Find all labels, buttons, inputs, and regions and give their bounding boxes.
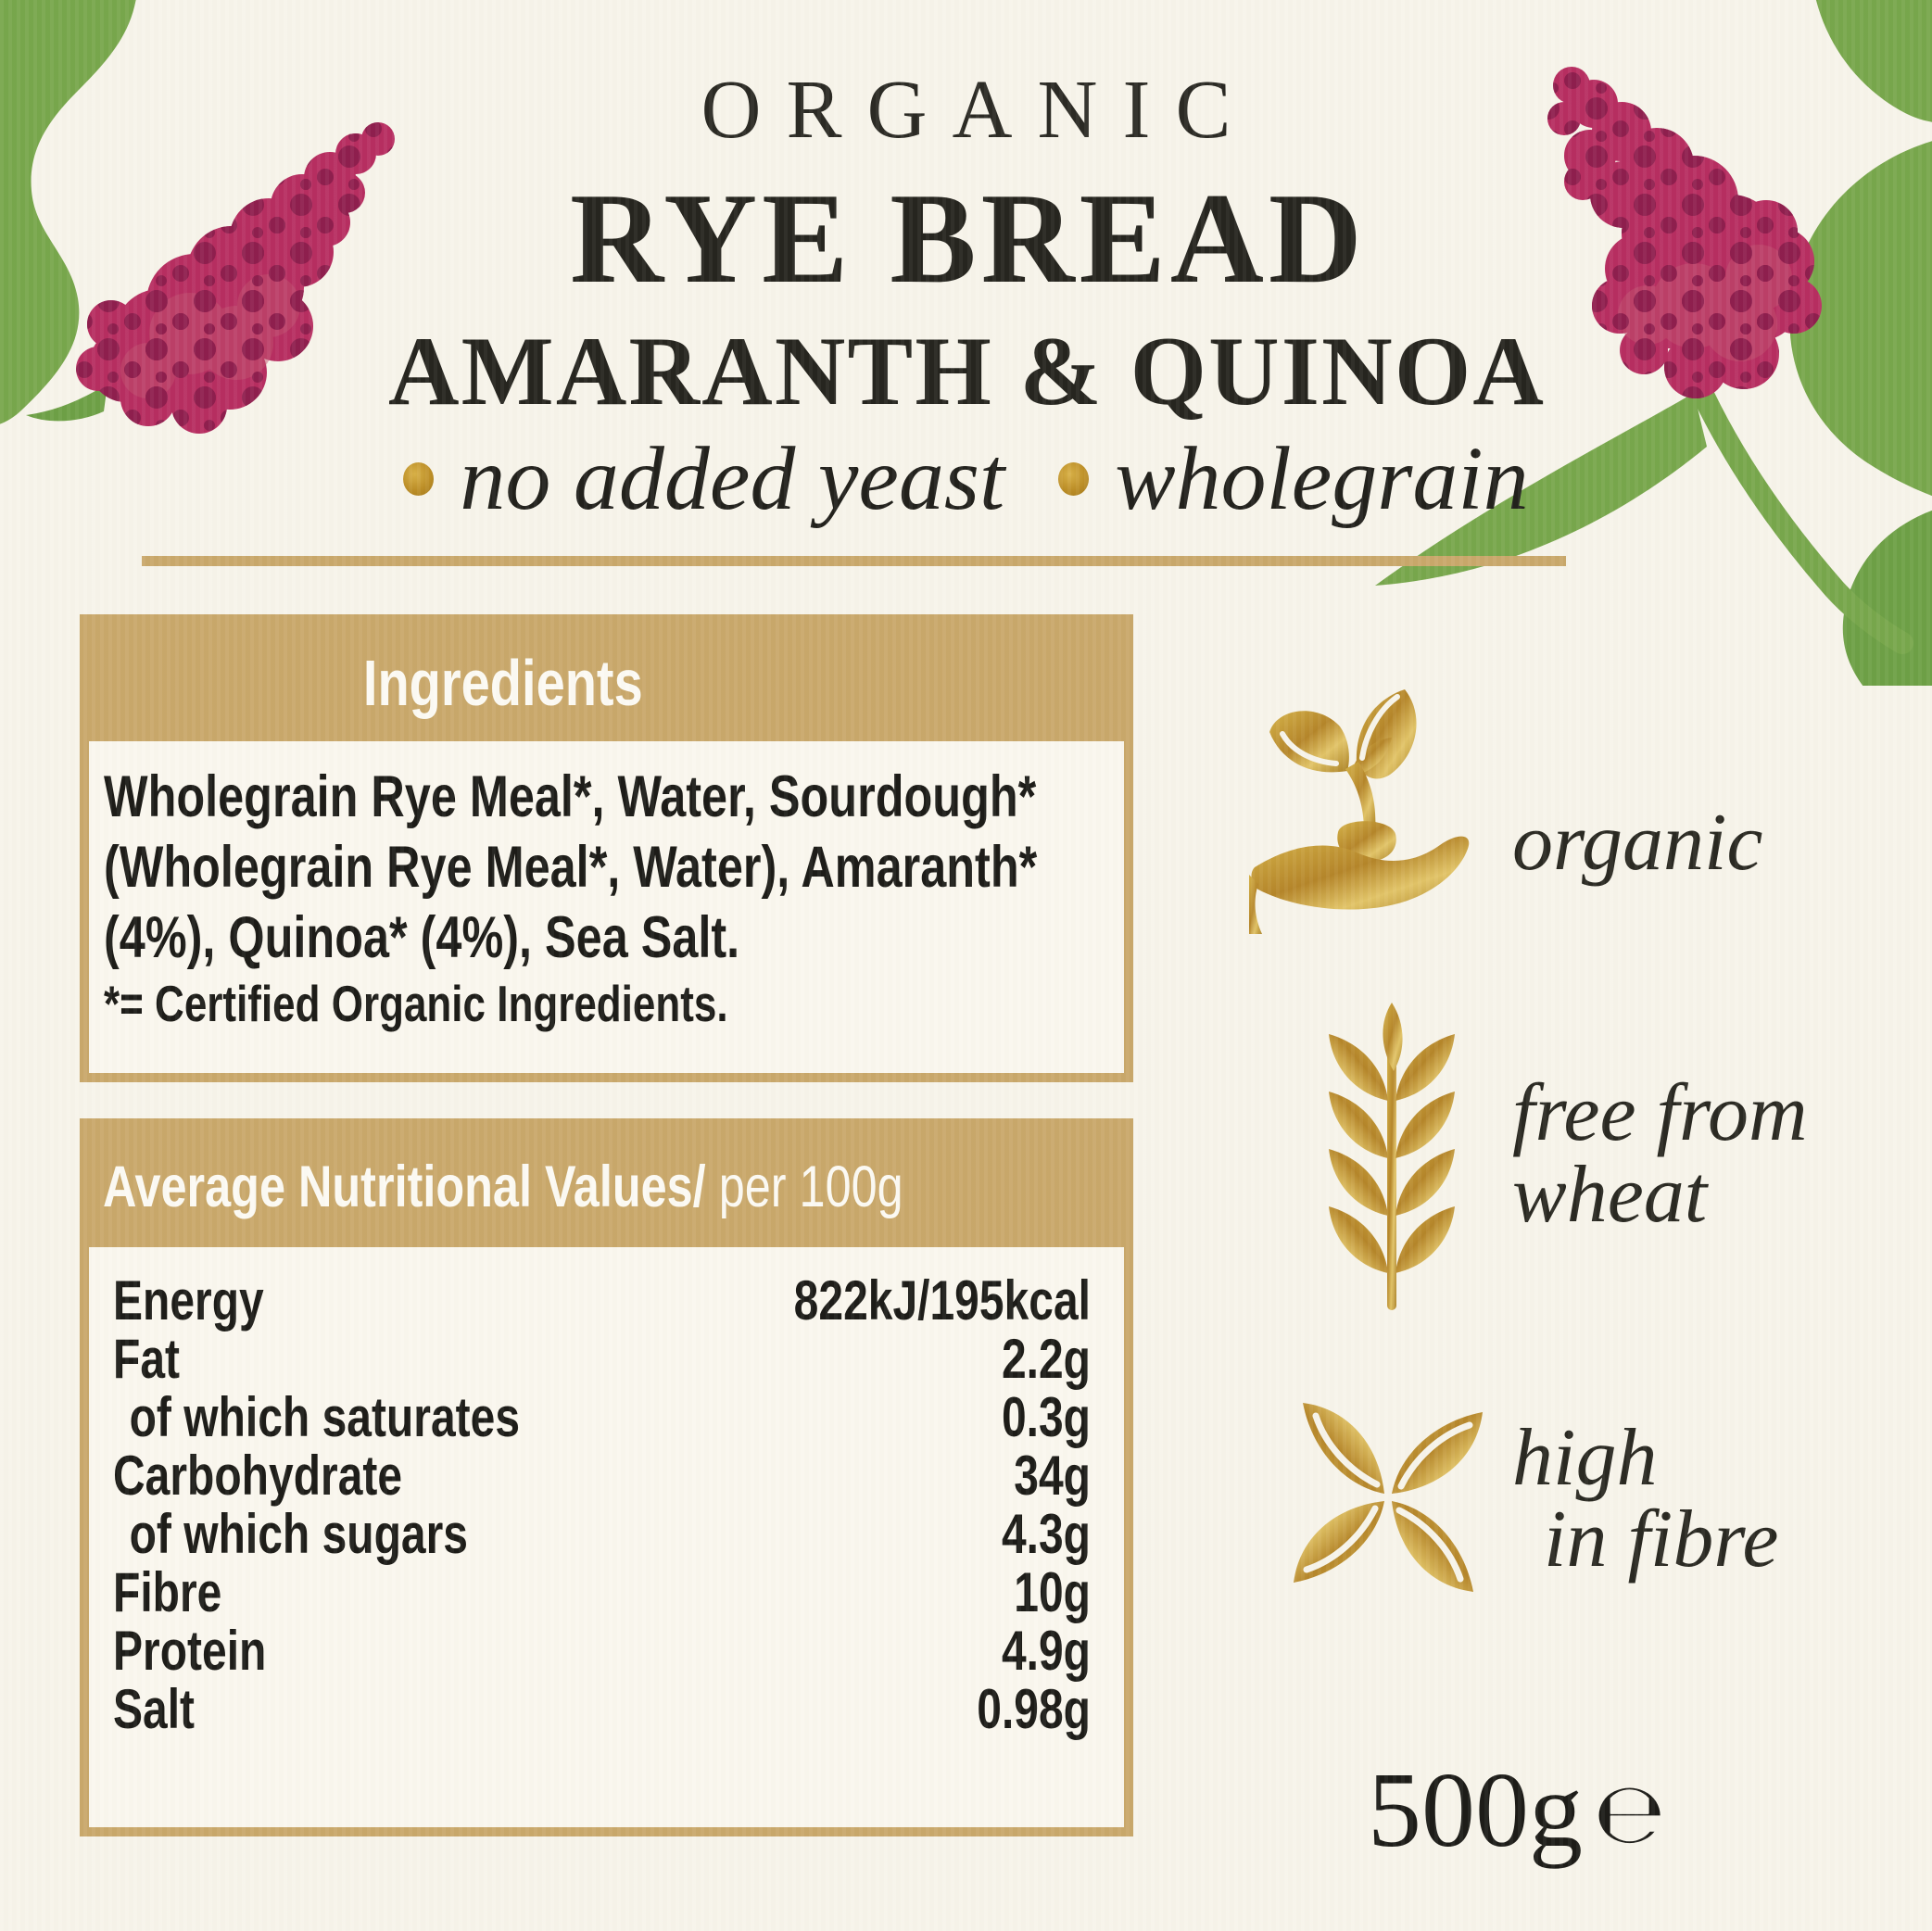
amaranth-plant-top-left-illustration: [0, 0, 395, 434]
table-row: of which saturates 0.3g: [113, 1388, 1091, 1446]
nutrient-label: Energy: [113, 1269, 264, 1332]
claims-row: no added yeast wholegrain: [0, 419, 1932, 539]
claim-wholegrain: wholegrain: [1058, 429, 1529, 529]
table-row: Fat 2.2g: [113, 1330, 1091, 1388]
badge-high-in-fibre: high in fibre: [1512, 1418, 1778, 1581]
nutrient-value: 0.98g: [977, 1678, 1091, 1740]
badge-label: wheat: [1512, 1150, 1708, 1240]
table-row: Fibre 10g: [113, 1563, 1091, 1622]
ingredients-header: Ingredients: [89, 624, 1124, 741]
ingredients-line: (4%), Quinoa* (4%), Sea Salt.: [104, 905, 740, 970]
ingredients-panel: Ingredients Wholegrain Rye Meal*, Water,…: [80, 614, 1133, 1082]
nutrient-value: 4.3g: [1001, 1503, 1091, 1565]
ingredients-note: *= Certified Organic Ingredients.: [104, 975, 728, 1032]
nutrient-value: 822kJ/195kcal: [793, 1269, 1091, 1332]
nutrition-heading-bold: Average Nutritional Values/: [102, 1155, 706, 1219]
nutrition-heading: Average Nutritional Values/ per 100g: [89, 1158, 917, 1217]
table-row: of which sugars 4.3g: [113, 1505, 1091, 1563]
nutrient-value: 34g: [1014, 1445, 1091, 1507]
green-stem-shape: [1681, 360, 1913, 654]
net-weight: 500g ℮: [1368, 1757, 1665, 1864]
estimated-sign: ℮: [1594, 1765, 1666, 1862]
green-stem-shape: [26, 384, 107, 422]
nutrient-value: 4.9g: [1001, 1620, 1091, 1682]
nutrition-table: Energy 822kJ/195kcal Fat 2.2g of which s…: [89, 1247, 1124, 1738]
green-leaf-shape: [1789, 141, 1932, 497]
badge-label: high: [1512, 1413, 1658, 1503]
table-row: Energy 822kJ/195kcal: [113, 1271, 1091, 1330]
badge-label: organic: [1512, 798, 1763, 888]
claim-no-added-yeast: no added yeast: [403, 434, 1004, 524]
badge-organic: organic: [1512, 802, 1763, 884]
claim-label: wholegrain: [1115, 429, 1529, 529]
green-leaf-shape: [1375, 393, 1707, 586]
badge-label: free from: [1512, 1068, 1808, 1158]
nutrition-header: Average Nutritional Values/ per 100g: [89, 1128, 1124, 1247]
badge-free-from-wheat: free from wheat: [1512, 1073, 1808, 1236]
nutrition-panel: Average Nutritional Values/ per 100g Ene…: [80, 1118, 1133, 1836]
green-leaf-shape: [1815, 0, 1932, 122]
table-row: Protein 4.9g: [113, 1622, 1091, 1680]
nutrient-label: Fibre: [113, 1561, 222, 1623]
product-title: RYE BREAD: [570, 167, 1367, 310]
wheat-ear-icon: [1329, 1003, 1455, 1310]
nutrient-value: 0.3g: [1001, 1386, 1091, 1448]
green-leaf-shape: [0, 0, 136, 424]
hand-seedling-icon: [1249, 689, 1470, 934]
table-row: Salt 0.98g: [113, 1680, 1091, 1738]
ingredients-line: (Wholegrain Rye Meal*, Water), Amaranth*: [104, 835, 1038, 900]
gold-divider-rule: [142, 556, 1566, 566]
variant-title: AMARANTH & QUINOA: [388, 317, 1547, 425]
nutrient-value: 10g: [1014, 1561, 1091, 1623]
nutrient-label: of which saturates: [129, 1386, 521, 1448]
claim-label: no added yeast: [460, 429, 1005, 529]
ingredients-heading: Ingredients: [362, 646, 643, 719]
gold-dot-icon: [403, 462, 435, 496]
brand-kicker: ORGANIC: [701, 64, 1256, 156]
amaranth-plant-top-right-illustration: [1375, 0, 1932, 686]
nutrient-label: Carbohydrate: [113, 1445, 403, 1507]
table-row: Carbohydrate 34g: [113, 1446, 1091, 1505]
nutrient-label: Fat: [113, 1328, 180, 1390]
ingredients-line: Wholegrain Rye Meal*, Water, Sourdough*: [104, 764, 1037, 829]
nutrient-label: of which sugars: [129, 1503, 468, 1565]
net-weight-value: 500g: [1368, 1751, 1583, 1870]
gold-dot-icon: [1058, 462, 1090, 496]
nutrition-heading-suffix: per 100g: [705, 1155, 903, 1219]
nutrient-label: Salt: [113, 1678, 196, 1740]
nutrient-value: 2.2g: [1001, 1328, 1091, 1390]
nutrient-label: Protein: [113, 1620, 267, 1682]
leaf-star-icon: [1294, 1403, 1483, 1592]
ingredients-body: Wholegrain Rye Meal*, Water, Sourdough* …: [89, 741, 1124, 1034]
badge-label: in fibre: [1544, 1495, 1779, 1584]
